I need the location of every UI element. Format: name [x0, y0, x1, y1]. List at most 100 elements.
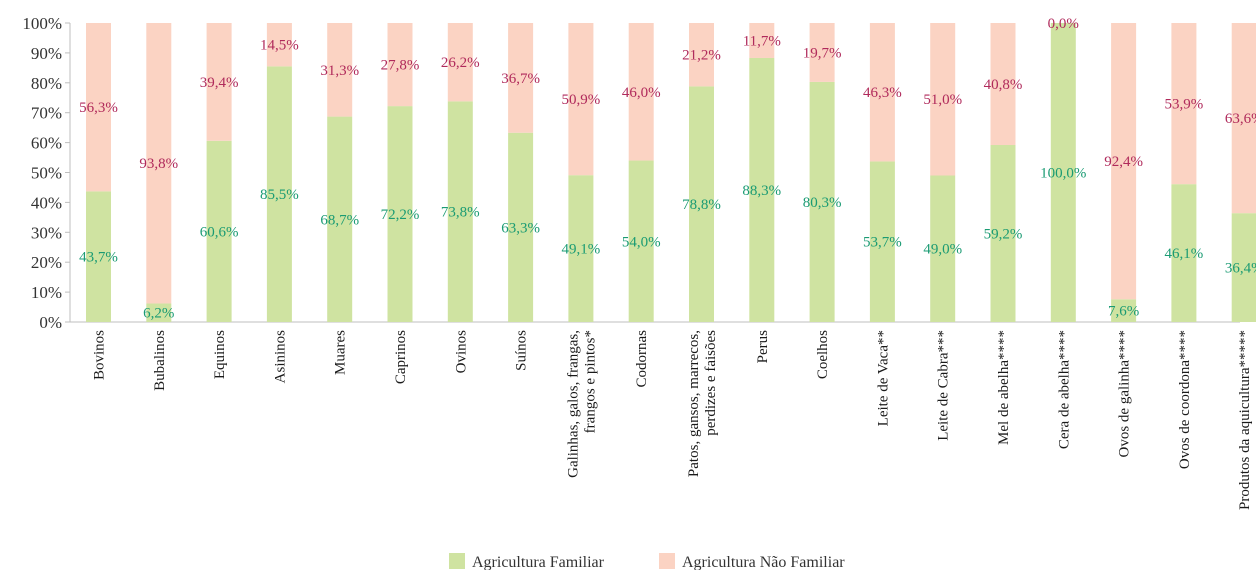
bar-nao-familiar — [266, 23, 292, 67]
data-label-familiar: 85,5% — [260, 187, 299, 203]
category-label-line: Cera de abelha**** — [1056, 330, 1072, 449]
category-label: Cera de abelha**** — [1056, 330, 1072, 449]
bar-familiar — [749, 57, 775, 322]
data-label-nao-familiar: 51,0% — [923, 92, 962, 108]
bar-nao-familiar — [327, 23, 353, 117]
bar-familiar — [86, 191, 111, 322]
category-label: Muares — [333, 330, 349, 375]
bar-familiar — [568, 175, 594, 322]
bar-nao-familiar — [206, 23, 232, 141]
data-label-nao-familiar: 56,3% — [79, 100, 118, 116]
legend-label-familiar: Agricultura Familiar — [472, 554, 605, 570]
data-label-nao-familiar: 92,4% — [1104, 154, 1143, 170]
category-label-line: Ovos de galinha**** — [1117, 330, 1133, 457]
category-label: Patos, gansos, marrecos, perdizes e faisõ… — [686, 330, 719, 477]
category-label-line: Asininos — [272, 330, 288, 384]
category-label: Perus — [755, 330, 771, 363]
data-labels-layer: 43,7% 56,3% 6,2% 93,8% 60,6% 39,4% 85,5% 14,5% 6… — [79, 16, 1256, 322]
data-label-familiar: 36,4% — [1225, 261, 1256, 277]
category-label: Ovos de coordona**** — [1177, 330, 1193, 469]
bar-familiar — [869, 161, 895, 322]
category-label: Leite de Cabra*** — [936, 330, 952, 441]
bar-familiar — [990, 144, 1016, 322]
bar-familiar — [327, 116, 353, 322]
category-label-line: Bubalinos — [152, 330, 168, 391]
data-label-nao-familiar: 0,0% — [1048, 16, 1079, 32]
y-tick-label: 40% — [31, 193, 62, 212]
category-label-line: Ovinos — [453, 330, 469, 374]
category-label-line: Muares — [333, 330, 349, 375]
category-label-line: Leite de Vaca** — [875, 330, 891, 426]
bar-nao-familiar — [809, 23, 835, 82]
bar-nao-familiar — [990, 23, 1016, 145]
category-label-line: Caprinos — [393, 330, 409, 384]
bar-familiar — [689, 86, 714, 322]
bar-nao-familiar — [749, 23, 775, 58]
category-label: Galinhas, galos, frangas, frangos e pinto… — [565, 330, 598, 478]
category-label-line: frangos e pintos* — [582, 330, 598, 433]
bar-familiar — [508, 132, 534, 322]
data-label-nao-familiar: 40,8% — [984, 77, 1023, 93]
category-label: Codornas — [634, 330, 650, 388]
data-label-familiar: 49,1% — [562, 242, 601, 258]
bar-nao-familiar — [1171, 23, 1197, 185]
category-label-line: Leite de Cabra*** — [936, 330, 952, 441]
y-tick-label: 20% — [31, 253, 62, 272]
legend-swatch-nao-familiar — [659, 553, 675, 569]
data-label-familiar: 7,6% — [1108, 304, 1139, 320]
bar-nao-familiar — [447, 23, 473, 102]
y-tick-label: 50% — [31, 164, 62, 183]
data-label-familiar: 80,3% — [803, 195, 842, 211]
y-tick-label: 70% — [31, 104, 62, 123]
data-label-nao-familiar: 26,2% — [441, 55, 480, 71]
data-label-nao-familiar: 46,3% — [863, 85, 902, 101]
bar-nao-familiar — [146, 23, 172, 304]
data-label-familiar: 6,2% — [143, 306, 174, 322]
category-label: Equinos — [212, 330, 228, 379]
data-label-familiar: 68,7% — [320, 212, 359, 228]
data-label-nao-familiar: 50,9% — [562, 92, 601, 108]
bar-familiar — [1111, 299, 1137, 322]
category-label: Ovos de galinha**** — [1117, 330, 1133, 457]
bar-familiar — [146, 303, 172, 322]
y-tick-label: 90% — [31, 44, 62, 63]
data-label-familiar: 59,2% — [984, 226, 1023, 242]
y-tick-label: 100% — [22, 14, 62, 33]
data-label-familiar: 53,7% — [863, 235, 902, 251]
category-label-line: Produtos da aquicultura***** — [1237, 330, 1253, 510]
data-label-familiar: 100,0% — [1040, 166, 1086, 182]
data-label-nao-familiar: 31,3% — [320, 63, 359, 79]
bar-familiar — [930, 175, 956, 322]
category-label: Bovinos — [92, 330, 108, 380]
y-tick-label: 30% — [31, 223, 62, 242]
category-label-line: Patos, gansos, marrecos, — [686, 330, 702, 477]
data-label-nao-familiar: 39,4% — [200, 75, 239, 91]
category-label: Bubalinos — [152, 330, 168, 391]
data-label-familiar: 78,8% — [682, 197, 721, 213]
data-label-familiar: 73,8% — [441, 205, 480, 221]
data-label-familiar: 43,7% — [79, 250, 118, 266]
data-label-familiar: 54,0% — [622, 234, 661, 250]
data-label-nao-familiar: 11,7% — [743, 33, 781, 49]
data-label-familiar: 63,3% — [501, 220, 540, 236]
category-label: Leite de Vaca** — [875, 330, 891, 426]
category-label: Ovinos — [453, 330, 469, 374]
category-label: Asininos — [272, 330, 288, 384]
data-label-nao-familiar: 19,7% — [803, 45, 842, 61]
data-label-familiar: 46,1% — [1165, 246, 1204, 262]
category-label: Caprinos — [393, 330, 409, 384]
bar-nao-familiar — [387, 23, 413, 107]
bar-familiar — [1050, 23, 1076, 322]
bar-nao-familiar — [86, 23, 111, 192]
bar-familiar — [206, 140, 232, 322]
bar-nao-familiar — [568, 23, 594, 176]
bar-nao-familiar — [508, 23, 534, 133]
data-label-familiar: 72,2% — [381, 207, 420, 223]
bars-layer — [86, 23, 1256, 322]
bar-familiar — [1171, 184, 1197, 322]
data-label-nao-familiar: 53,9% — [1165, 97, 1204, 113]
category-label-line: Ovos de coordona**** — [1177, 330, 1193, 469]
legend-swatch-familiar — [449, 553, 465, 569]
y-tick-label: 80% — [31, 74, 62, 93]
bar-familiar — [387, 106, 413, 322]
